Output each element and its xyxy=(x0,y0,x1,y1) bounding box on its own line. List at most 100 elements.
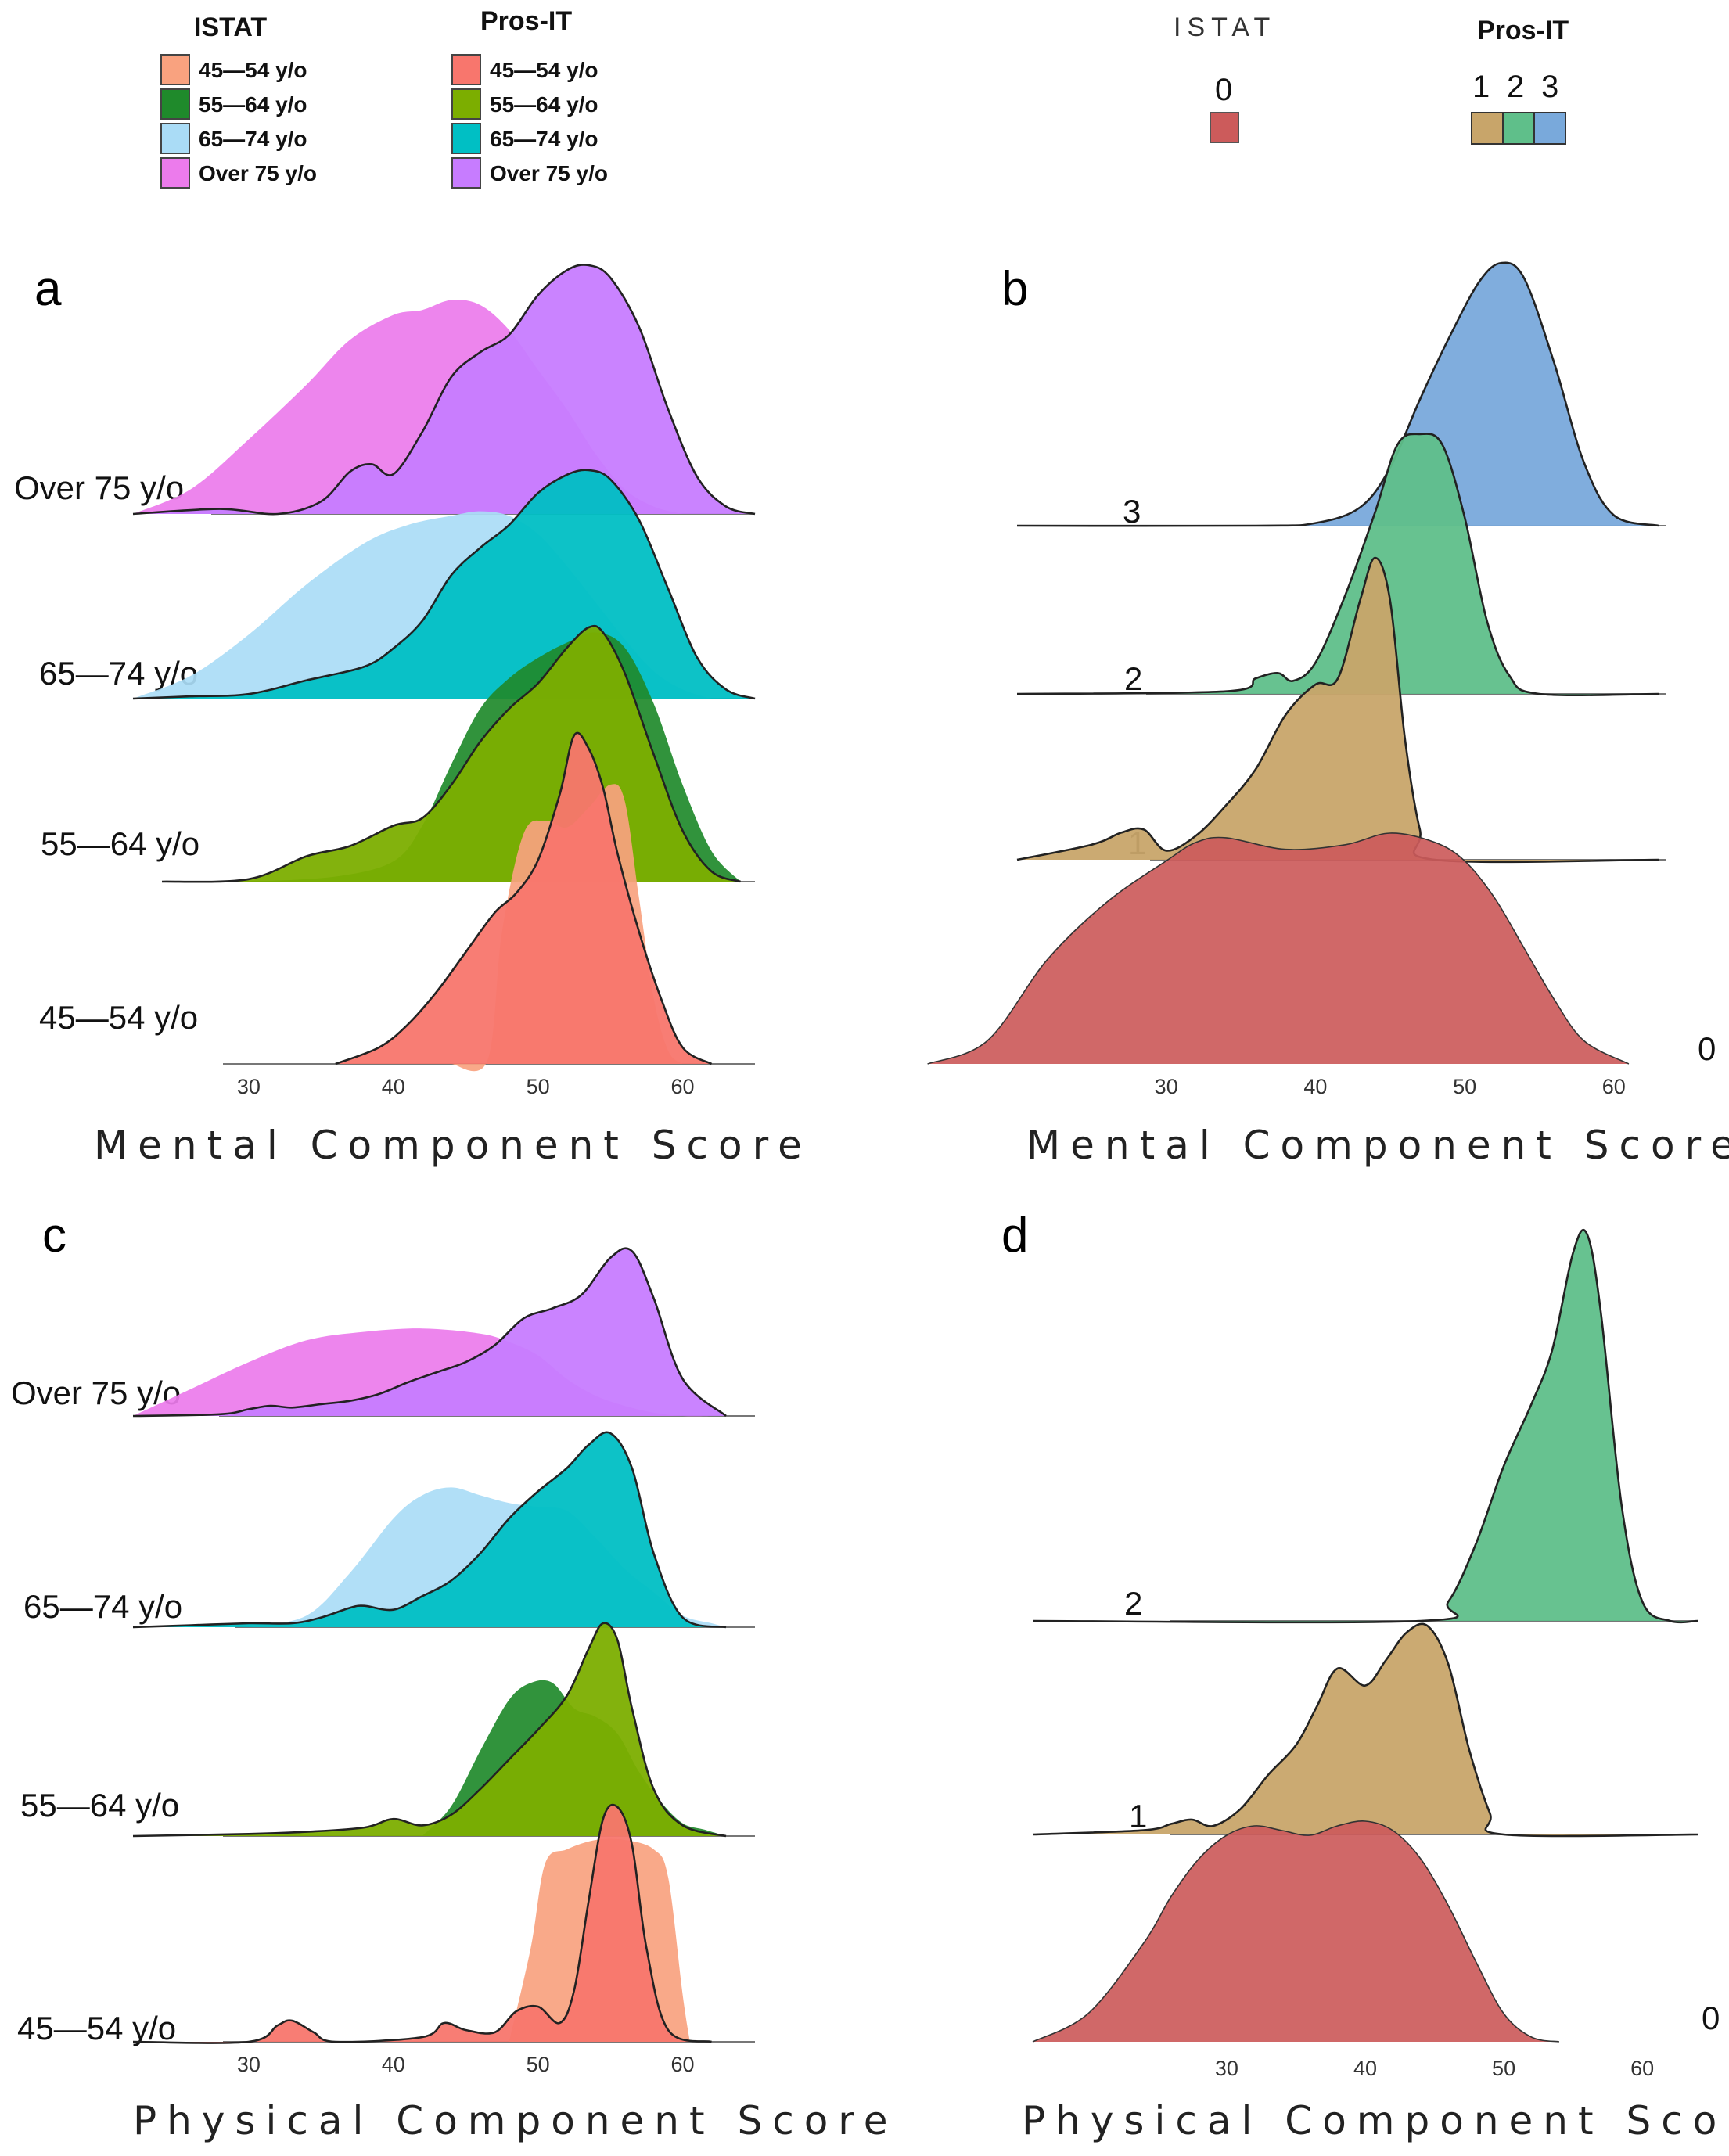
panel-c-density-pros-it-55-64-y-o-outline xyxy=(132,1622,727,1838)
legend-left-prosit-label: 45—54 y/o xyxy=(490,58,598,82)
panel-b-density-pros-it-2 xyxy=(1017,433,1659,695)
panel-c-density-pros-it-45-54-y-o xyxy=(133,1805,712,2043)
panel-b-density-pros-it-3-outline xyxy=(1016,261,1659,527)
panel-d-x-axis-title: Physical Component Score xyxy=(1022,2098,1729,2143)
legend-right-prosit-swatch-2 xyxy=(1502,112,1535,145)
panel-b-x-axis-title: Mental Component Score xyxy=(1026,1123,1729,1168)
panel-b-density-istat-0-outline xyxy=(927,832,1630,1065)
panel-c-row-label-45-54-y-o: 45—54 y/o xyxy=(17,2010,176,2046)
panel-a-density-pros-it-45-54-y-o-outline xyxy=(335,731,713,1065)
panel-b-mental-by-group: 321030405060 xyxy=(927,261,1716,1098)
legend-left-istat-title: ISTAT xyxy=(194,13,267,42)
legend-right-prosit-key-label-1: 1 xyxy=(1472,70,1490,104)
legend-left-istat-label: 45—54 y/o xyxy=(199,58,307,82)
panel-d-density-pros-it-2-outline xyxy=(1032,1228,1698,1624)
legend-right-istat-key-label: 0 xyxy=(1215,73,1232,107)
legend-left-prosit-label: 55—64 y/o xyxy=(490,92,598,117)
legend-right: ISTAT Pros-IT 0 1 2 3 xyxy=(1174,13,1569,145)
panel-d-density-pros-it-2 xyxy=(1033,1230,1698,1622)
legend-left-istat-swatch xyxy=(160,123,190,154)
panel-d-density-istat-0-outline xyxy=(1032,1820,1560,2043)
panel-a-density-pros-it-65-74-y-o-outline xyxy=(132,469,756,700)
legend-left-istat-items: 45—54 y/o 55—64 y/o 65—74 y/o Over 75 y/o xyxy=(160,54,317,189)
panel-c-x-tick-40: 40 xyxy=(382,2053,405,2076)
legend-left-istat-label: 55—64 y/o xyxy=(199,92,307,117)
panel-c-x-tick-60: 60 xyxy=(671,2053,695,2076)
legend-left-prosit-title: Pros-IT xyxy=(480,6,572,36)
legend-left-prosit-swatch xyxy=(451,88,481,120)
panel-a-mental-by-age: Over 75 y/o65—74 y/o55—64 y/o45—54 y/o30… xyxy=(14,264,756,1098)
panel-c-x-tick-30: 30 xyxy=(237,2053,261,2076)
panel-a-row-label-over-75-y-o: Over 75 y/o xyxy=(14,469,184,506)
panel-c-density-pros-it-65-74-y-o xyxy=(133,1432,726,1627)
panel-a-x-tick-60: 60 xyxy=(671,1075,695,1098)
legend-left-prosit-swatch xyxy=(451,157,481,189)
panel-c-density-pros-it-65-74-y-o-outline xyxy=(132,1431,727,1629)
panel-a-density-pros-it-45-54-y-o xyxy=(335,732,712,1064)
legend-right-istat-title: ISTAT xyxy=(1174,13,1276,42)
legend-left-istat-label: 65—74 y/o xyxy=(199,127,307,151)
panel-a-x-tick-40: 40 xyxy=(382,1075,405,1098)
legend-left-istat-label: Over 75 y/o xyxy=(199,161,317,185)
panel-d-x-tick-50: 50 xyxy=(1492,2057,1515,2080)
panel-d-density-pros-it-1-outline xyxy=(1032,1622,1698,1838)
panel-c-physical-by-age: Over 75 y/o 65—74 y/o 55—64 y/o 45—54 y/o 30… xyxy=(11,1247,755,2076)
panel-d-density-pros-it-1 xyxy=(1033,1623,1698,1836)
legend-right-prosit-title: Pros-IT xyxy=(1477,16,1569,45)
panel-d-density-istat-0 xyxy=(1033,1820,1559,2042)
panel-b-density-pros-it-1-outline xyxy=(1016,556,1659,864)
panel-b-x-tick-40: 40 xyxy=(1303,1075,1327,1098)
legend-left-prosit-label: 65—74 y/o xyxy=(490,127,598,151)
panel-c-row-label-over-75-y-o: Over 75 y/o xyxy=(11,1374,181,1411)
panel-b-density-pros-it-2-outline xyxy=(1016,433,1659,697)
legend-left: ISTAT Pros-IT 45—54 y/o 55—64 y/o 65—74 y/… xyxy=(160,6,608,189)
panel-letter-a: a xyxy=(34,262,62,316)
legend-right-prosit-swatch-1 xyxy=(1471,112,1504,145)
legend-right-prosit-key-label-3: 3 xyxy=(1541,70,1558,104)
panel-c-row-label-55-64-y-o: 55—64 y/o xyxy=(20,1787,179,1824)
panel-d-x-tick-60: 60 xyxy=(1630,2057,1654,2080)
panel-a-density-pros-it-over-75-y-o-outline xyxy=(132,264,756,516)
legend-right-istat-key-swatch xyxy=(1210,112,1239,143)
legend-left-prosit-swatch xyxy=(451,54,481,85)
panel-d-row-label-1: 1 xyxy=(1129,1798,1147,1834)
panel-d-row-label-0: 0 xyxy=(1702,2000,1720,2036)
panel-b-x-tick-50: 50 xyxy=(1453,1075,1476,1098)
panel-d-row-label-2: 2 xyxy=(1124,1585,1142,1622)
panel-a-row-label-45-54-y-o: 45—54 y/o xyxy=(39,999,198,1036)
panel-a-x-tick-30: 30 xyxy=(237,1075,261,1098)
legend-left-istat-swatch xyxy=(160,157,190,189)
panel-c-density-pros-it-over-75-y-o-outline xyxy=(132,1247,727,1418)
panel-d-physical-by-group: 2 1 0 30 40 50 60 xyxy=(1032,1228,1720,2080)
panel-d-x-tick-30: 30 xyxy=(1215,2057,1238,2080)
panel-b-density-pros-it-3 xyxy=(1017,262,1659,526)
legend-left-prosit-swatch xyxy=(451,123,481,154)
panel-a-row-label-55-64-y-o: 55—64 y/o xyxy=(41,825,200,862)
panel-c-density-pros-it-over-75-y-o xyxy=(133,1248,726,1416)
panel-b-density-pros-it-1 xyxy=(1017,558,1659,862)
panel-a-density-pros-it-55-64-y-o-outline xyxy=(161,624,741,883)
legend-right-prosit-swatch-3 xyxy=(1533,112,1566,145)
legend-left-istat-swatch xyxy=(160,88,190,120)
panel-c-x-axis-title: Physical Component Score xyxy=(133,2098,898,2143)
panel-a-x-axis-title: Mental Component Score xyxy=(94,1123,812,1168)
panel-b-density-istat-0 xyxy=(927,832,1629,1064)
legend-left-prosit-label: Over 75 y/o xyxy=(490,161,608,185)
panel-letter-b: b xyxy=(1001,262,1028,316)
legend-right-prosit-key-label-2: 2 xyxy=(1507,70,1524,104)
panel-b-x-tick-30: 30 xyxy=(1155,1075,1178,1098)
panel-c-row-label-65-74-y-o: 65—74 y/o xyxy=(23,1588,182,1625)
panel-d-x-tick-40: 40 xyxy=(1353,2057,1377,2080)
panel-b-row-label-3: 3 xyxy=(1123,493,1141,530)
legend-left-prosit-items: 45—54 y/o 55—64 y/o 65—74 y/o Over 75 y/o xyxy=(451,54,608,189)
panel-a-x-tick-50: 50 xyxy=(527,1075,550,1098)
panel-letter-c: c xyxy=(42,1209,66,1263)
panel-c-density-pros-it-45-54-y-o-outline xyxy=(132,1803,712,2044)
panel-b-row-label-2: 2 xyxy=(1124,660,1142,697)
panel-c-x-tick-50: 50 xyxy=(527,2053,550,2076)
panel-b-row-label-0: 0 xyxy=(1698,1030,1716,1067)
panel-b-x-tick-60: 60 xyxy=(1602,1075,1626,1098)
legend-left-istat-swatch xyxy=(160,54,190,85)
panel-letter-d: d xyxy=(1001,1209,1028,1263)
